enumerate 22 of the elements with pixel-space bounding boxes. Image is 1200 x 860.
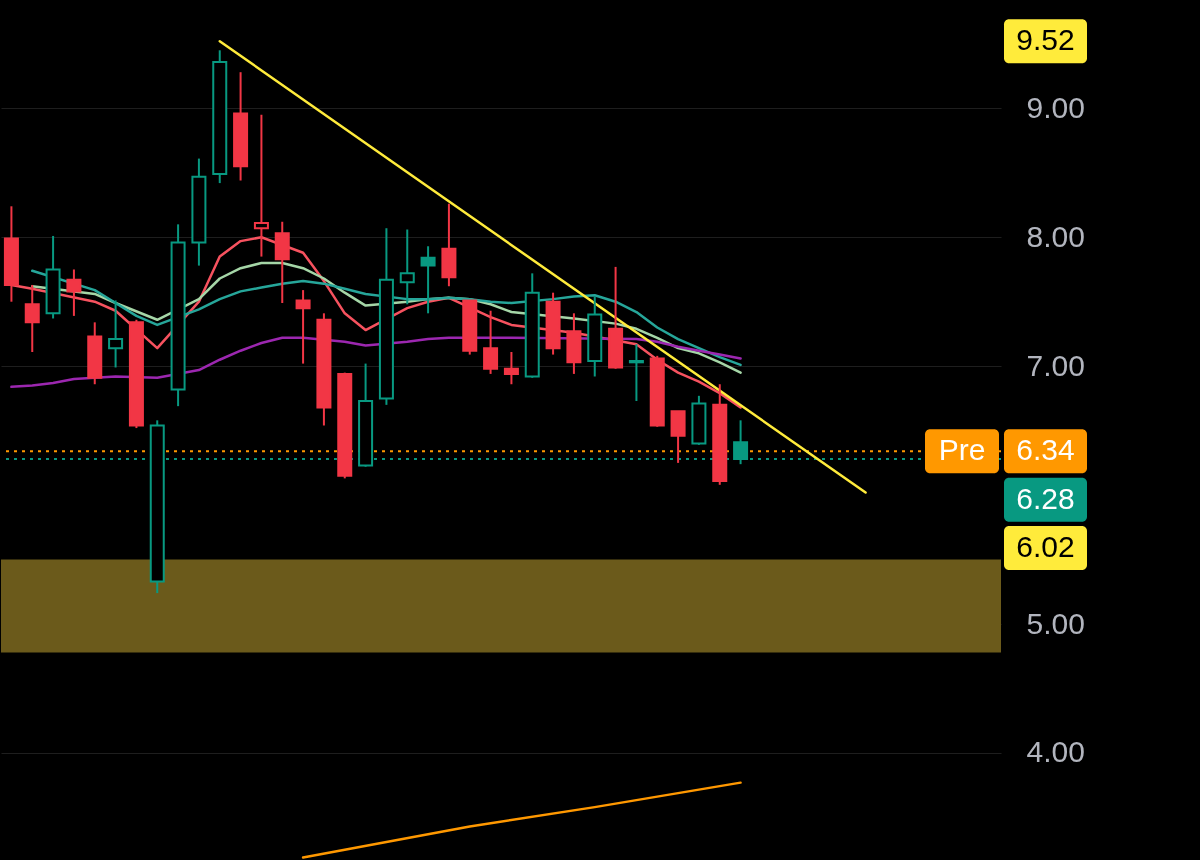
candlestick — [483, 309, 499, 375]
y-tick-label: 8.00 — [1026, 219, 1085, 253]
ref-line-label: 6.28 — [1016, 481, 1075, 515]
candlestick — [628, 343, 644, 402]
candlestick — [24, 283, 40, 353]
y-tick-label: 4.00 — [1026, 735, 1085, 769]
y-tick-label: 5.00 — [1026, 606, 1085, 640]
ref-line-label: 6.34 — [1016, 433, 1075, 467]
annotation: Pre — [938, 433, 986, 467]
text: 6.02 — [1016, 530, 1075, 564]
candlestick — [733, 419, 749, 466]
candlestick — [108, 299, 124, 369]
candlestick — [503, 350, 519, 386]
text: 9.52 — [1016, 23, 1075, 57]
y-tick-label: 7.00 — [1026, 348, 1085, 382]
candlestick — [399, 228, 415, 306]
candlestick — [420, 245, 436, 315]
candlestick — [66, 268, 82, 317]
candlestick — [295, 289, 311, 365]
line-series — [301, 781, 742, 859]
y-tick-label: 9.00 — [1026, 90, 1085, 124]
candlestick — [253, 113, 269, 258]
